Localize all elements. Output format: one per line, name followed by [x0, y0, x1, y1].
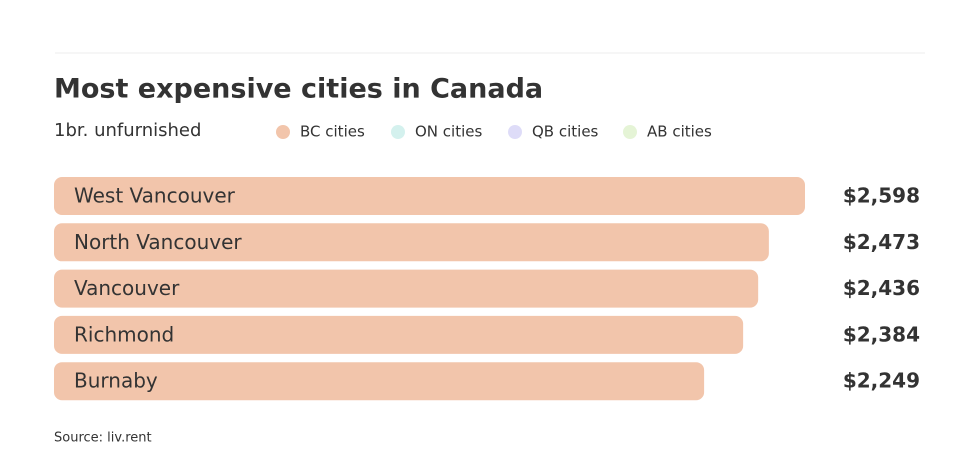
value-label: $2,249	[843, 369, 920, 393]
bar-label: North Vancouver	[74, 230, 242, 254]
legend-label: BC cities	[300, 123, 365, 141]
bar	[54, 362, 705, 401]
bar-label: Richmond	[74, 322, 174, 346]
bar	[54, 223, 769, 262]
legend-label: QB cities	[532, 123, 599, 141]
legend-swatch	[391, 125, 405, 139]
legend-swatch	[508, 125, 522, 139]
value-label: $2,384	[843, 322, 920, 346]
chart-title: Most expensive cities in Canada	[54, 74, 543, 105]
legend-swatch	[276, 125, 290, 139]
source: Source: liv.rent	[54, 431, 152, 446]
bar-label: West Vancouver	[74, 184, 236, 208]
bar	[54, 177, 805, 215]
value-label: $2,436	[843, 276, 920, 300]
bar-label: Vancouver	[74, 276, 180, 300]
bar-label: Burnaby	[74, 369, 158, 393]
value-label: $2,473	[843, 230, 920, 254]
subtitle: 1br. unfurnished	[54, 120, 201, 141]
bar	[54, 269, 759, 308]
bar	[54, 315, 744, 354]
legend-label: ON cities	[415, 123, 482, 141]
legend-swatch	[623, 125, 637, 139]
legend-label: AB cities	[647, 123, 712, 141]
value-label: $2,598	[843, 184, 920, 208]
